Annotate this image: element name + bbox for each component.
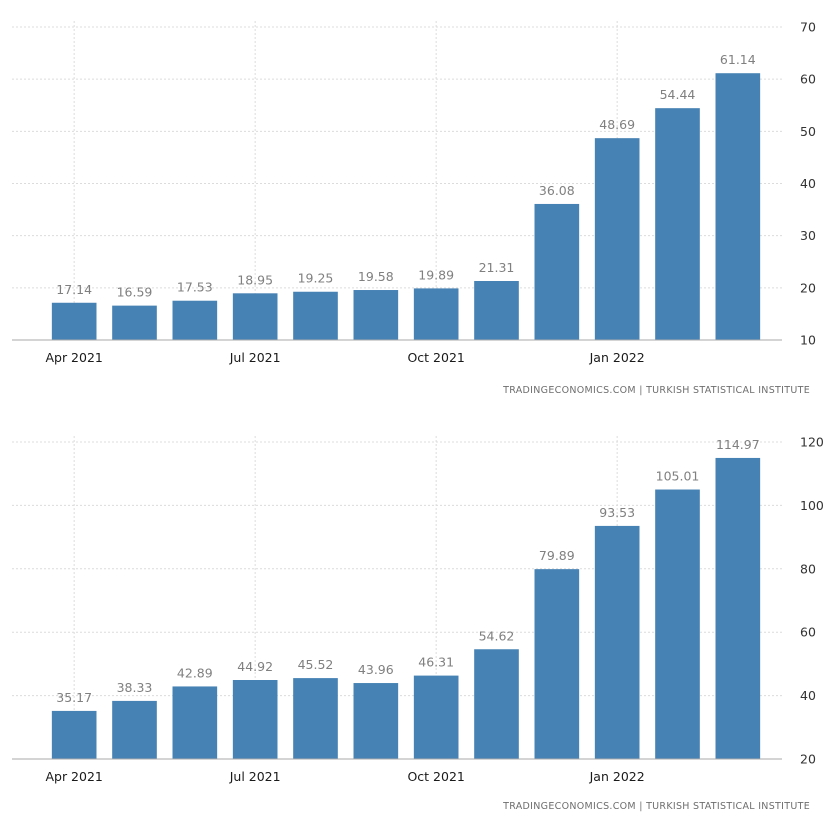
y-tick-label: 120 bbox=[800, 435, 824, 450]
bar bbox=[715, 457, 761, 759]
x-tick-label: Oct 2021 bbox=[407, 350, 464, 365]
bar bbox=[353, 683, 399, 759]
data-label: 93.53 bbox=[599, 505, 635, 520]
bar bbox=[474, 280, 519, 340]
bar bbox=[353, 290, 399, 340]
data-label: 54.62 bbox=[479, 628, 515, 643]
bar bbox=[413, 675, 459, 759]
data-label: 42.89 bbox=[177, 665, 213, 680]
data-label: 35.17 bbox=[56, 690, 92, 705]
bar bbox=[715, 73, 761, 340]
chart-panel-top: 10 20 30 40 50 60 70 17.14 16.59 17.53 18.95 19.25 1… bbox=[0, 0, 826, 410]
bar bbox=[172, 300, 218, 340]
y-tick-label: 20 bbox=[800, 280, 816, 295]
source-attribution: TRADINGECONOMICS.COM | TURKISH STATISTIC… bbox=[503, 801, 810, 812]
x-tick-label: Apr 2021 bbox=[45, 350, 102, 365]
bar bbox=[594, 525, 640, 759]
y-tick-label: 40 bbox=[800, 176, 816, 191]
bar bbox=[655, 108, 700, 341]
bar bbox=[112, 700, 157, 759]
bar bbox=[534, 203, 580, 340]
bar bbox=[413, 288, 459, 340]
source-attribution: TRADINGECONOMICS.COM | TURKISH STATISTIC… bbox=[503, 385, 810, 396]
data-label: 45.52 bbox=[298, 657, 334, 672]
x-tick-label: Apr 2021 bbox=[45, 769, 102, 784]
y-tick-label: 40 bbox=[800, 688, 816, 703]
x-tick-label: Jul 2021 bbox=[229, 350, 281, 365]
data-label: 114.97 bbox=[716, 437, 760, 452]
y-tick-label: 30 bbox=[800, 228, 816, 243]
y-tick-label: 70 bbox=[800, 20, 816, 35]
y-tick-label: 80 bbox=[800, 561, 816, 576]
data-label: 44.92 bbox=[237, 659, 273, 674]
data-label: 17.14 bbox=[56, 282, 92, 297]
bar bbox=[51, 302, 97, 340]
x-tick-label: Jan 2022 bbox=[589, 769, 645, 784]
bar bbox=[594, 138, 640, 340]
bar bbox=[534, 569, 580, 759]
bar bbox=[172, 686, 218, 759]
data-label: 105.01 bbox=[656, 469, 700, 484]
data-label: 16.59 bbox=[117, 285, 153, 300]
data-label: 38.33 bbox=[117, 680, 153, 695]
bar bbox=[112, 305, 157, 340]
data-label: 61.14 bbox=[720, 52, 756, 67]
x-tick-label: Jul 2021 bbox=[229, 769, 281, 784]
bar bbox=[655, 489, 700, 759]
bar bbox=[293, 678, 338, 759]
data-label: 18.95 bbox=[237, 272, 273, 287]
y-tick-label: 10 bbox=[800, 333, 816, 348]
data-label: 19.58 bbox=[358, 269, 394, 284]
data-label: 48.69 bbox=[599, 117, 635, 132]
data-label: 46.31 bbox=[418, 655, 454, 670]
data-label: 19.25 bbox=[298, 271, 334, 286]
bar bbox=[474, 649, 519, 759]
y-tick-label: 60 bbox=[800, 72, 816, 87]
y-tick-label: 100 bbox=[800, 498, 824, 513]
chart-panel-bottom: 20 40 60 80 100 120 35.17 38.33 42.89 44.92 45.52 4… bbox=[0, 410, 826, 821]
data-label: 21.31 bbox=[479, 260, 515, 275]
data-label: 54.44 bbox=[660, 87, 696, 102]
data-label: 43.96 bbox=[358, 662, 394, 677]
chart-bottom: 20 40 60 80 100 120 35.17 38.33 42.89 44.92 45.52 4… bbox=[12, 435, 824, 784]
bar bbox=[232, 293, 278, 340]
bar bbox=[232, 680, 278, 759]
data-label: 19.89 bbox=[418, 267, 454, 282]
y-tick-label: 60 bbox=[800, 625, 816, 640]
bar bbox=[51, 710, 97, 759]
x-tick-label: Jan 2022 bbox=[589, 350, 645, 365]
data-label: 36.08 bbox=[539, 183, 575, 198]
chart-top: 10 20 30 40 50 60 70 17.14 16.59 17.53 18.95 19.25 1… bbox=[12, 20, 816, 365]
data-label: 17.53 bbox=[177, 280, 213, 295]
data-label: 79.89 bbox=[539, 548, 575, 563]
bar bbox=[293, 291, 338, 340]
x-tick-label: Oct 2021 bbox=[407, 769, 464, 784]
y-tick-label: 50 bbox=[800, 124, 816, 139]
y-tick-label: 20 bbox=[800, 752, 816, 767]
